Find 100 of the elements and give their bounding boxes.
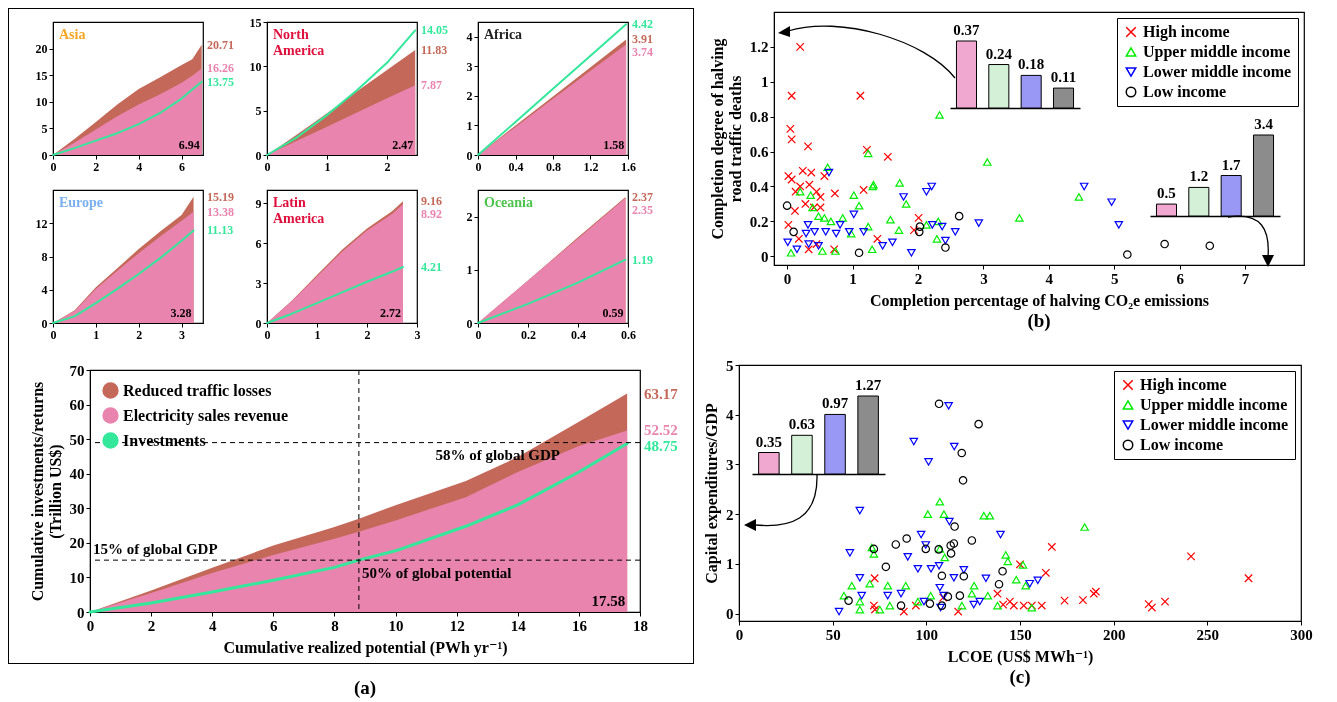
data-label: 1.27 (855, 377, 882, 393)
point (806, 191, 815, 200)
point (863, 222, 873, 231)
annotation: 1.58 (603, 138, 625, 152)
x-tick-label: 14 (510, 617, 527, 634)
point (967, 589, 977, 598)
point (903, 553, 913, 561)
point (789, 227, 798, 237)
point (934, 562, 944, 570)
point (1025, 579, 1035, 588)
point (1107, 198, 1116, 206)
data-label: 48.75 (644, 438, 678, 455)
x-tick-label: 1 (93, 327, 100, 342)
point (941, 236, 950, 245)
point (913, 564, 923, 573)
data-label: 0.18 (1018, 56, 1045, 73)
x-tick-label: 3 (414, 327, 421, 342)
y-tick-label: 8 (41, 250, 48, 264)
x-tick-label: 4 (1045, 270, 1054, 287)
point (1021, 581, 1030, 590)
data-label: 3.4 (1254, 116, 1274, 132)
point (783, 238, 793, 247)
legend-label: High income (1143, 23, 1230, 41)
point (950, 522, 959, 531)
data-label: 2.35 (632, 202, 653, 217)
point (939, 510, 949, 518)
point (919, 597, 929, 606)
y-tick-label: 5 (726, 357, 734, 374)
point (816, 192, 825, 202)
point (886, 215, 895, 224)
point (786, 248, 796, 257)
point (974, 419, 983, 429)
y-tick-label: 0 (41, 316, 48, 331)
point (949, 442, 959, 451)
point (804, 240, 813, 248)
y-tick-label: 1 (726, 556, 734, 573)
y-tick-label: 0 (41, 148, 48, 163)
point (814, 212, 823, 220)
data-label: 4.42 (632, 17, 653, 32)
y-tick-label: 60 (69, 397, 85, 414)
y-tick-label: 4 (726, 407, 734, 424)
data-label: 1.19 (632, 252, 653, 267)
annotation: 0.59 (602, 306, 624, 320)
y-axis-title: Completion degree of halving road traffic deaths (708, 38, 744, 240)
point (1011, 575, 1021, 584)
point (812, 187, 821, 197)
point (896, 601, 906, 610)
x-tick-label: 200 (1102, 626, 1126, 643)
data-label: 8.92 (421, 207, 442, 222)
line-series (266, 266, 404, 324)
point (907, 248, 916, 257)
data-label: 4.21 (421, 260, 442, 275)
point (856, 91, 865, 101)
x-axis-title: LCOE (US$ MWh⁻¹) (947, 647, 1094, 666)
y-tick-label: 12 (35, 216, 48, 231)
y-tick-label: 40 (69, 466, 85, 483)
data-label: 0.63 (788, 416, 816, 433)
point (859, 185, 868, 195)
point (921, 544, 931, 554)
y-tick-label: 10 (69, 569, 85, 586)
y-tick-label: 0.8 (749, 109, 769, 126)
point (1047, 542, 1057, 552)
y-tick-label: 0.4 (749, 178, 769, 195)
x-tick-label: 150 (1009, 626, 1032, 643)
point (993, 601, 1002, 610)
point (870, 573, 879, 583)
legend-label: Investments (123, 431, 206, 449)
x-tick-label: 3 (980, 270, 988, 287)
point (915, 222, 925, 231)
point (937, 222, 947, 231)
y-tick-label: 6 (255, 236, 262, 251)
point (795, 42, 805, 52)
point (794, 234, 804, 244)
point (831, 229, 841, 238)
annotation: 3.28 (170, 306, 192, 320)
point (909, 437, 919, 446)
x-tick-label: 2 (914, 270, 923, 287)
data-label: 14.05 (421, 23, 448, 38)
y-tick-label: 10 (249, 59, 262, 74)
point (1080, 523, 1089, 531)
point (787, 175, 796, 184)
x-tick-label: 5 (1111, 270, 1119, 287)
legend-label: Low income (1140, 436, 1224, 453)
point (792, 245, 802, 254)
point (1015, 214, 1024, 222)
y-tick-label: 0 (466, 316, 473, 331)
y-tick-label: 1.2 (749, 39, 769, 56)
point (925, 599, 935, 608)
point (787, 135, 796, 144)
y-tick-label: 0 (77, 604, 85, 621)
x-tick-label: 2 (384, 159, 391, 174)
data-label: 13.38 (207, 204, 234, 219)
data-label: 11.13 (207, 223, 234, 238)
point (899, 193, 908, 201)
point (863, 149, 873, 158)
point (1144, 599, 1154, 609)
x-tick-label: 0.8 (546, 159, 561, 174)
x-tick-label: 100 (915, 626, 939, 643)
point (839, 591, 849, 600)
point (953, 607, 963, 616)
